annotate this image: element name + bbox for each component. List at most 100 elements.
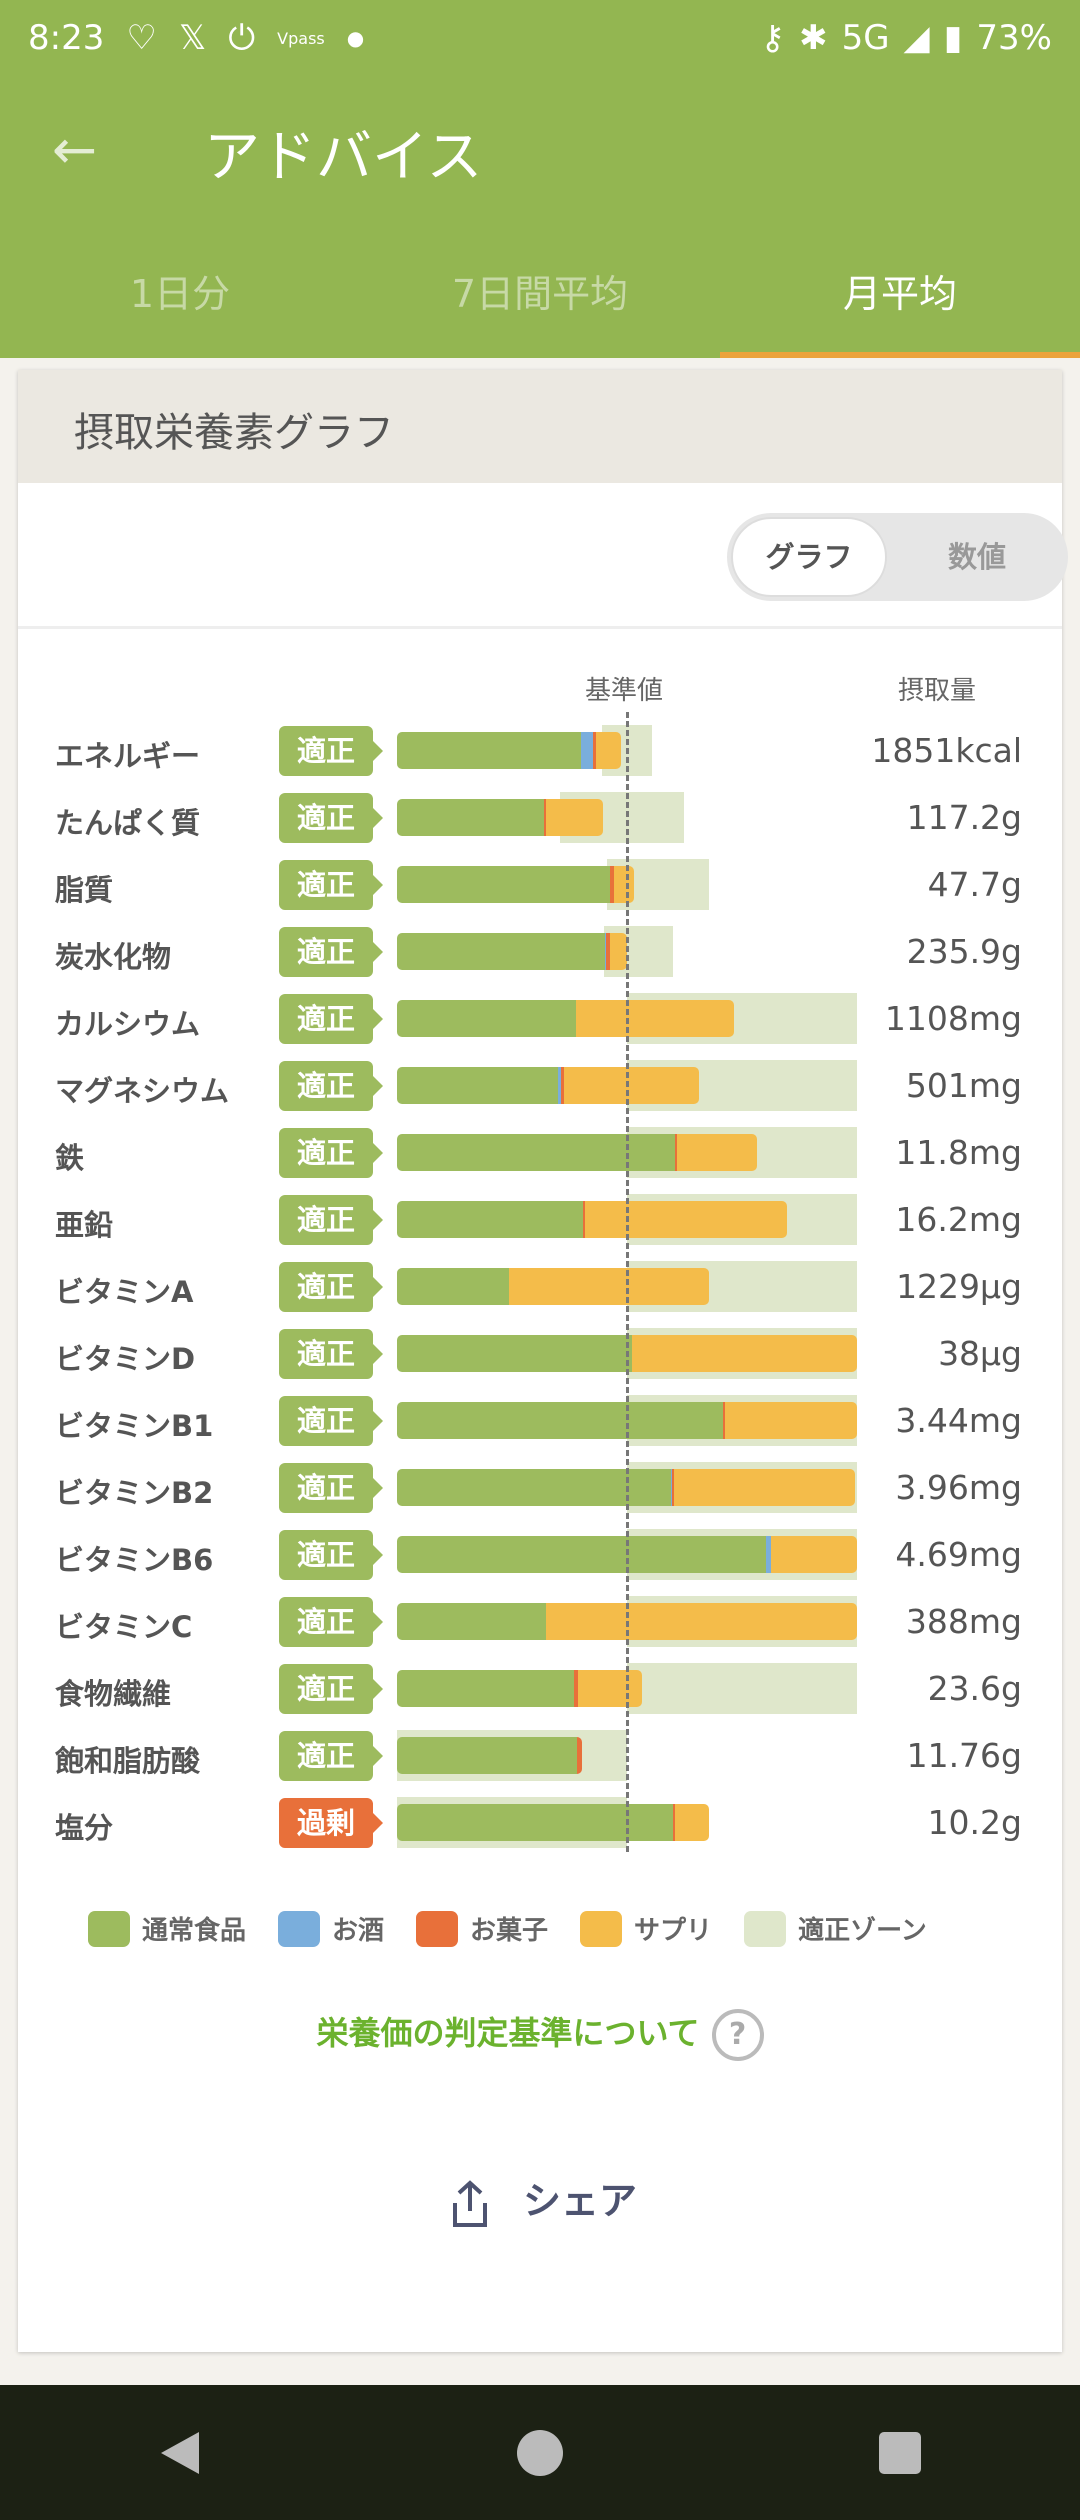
nav-home-icon[interactable] <box>515 2428 565 2478</box>
segment-normal-food <box>397 933 605 970</box>
segment-snacks <box>673 1804 676 1841</box>
status-badge: 適正 <box>279 860 383 910</box>
nutrient-row: 炭水化物 適正 235.9g <box>18 918 1062 985</box>
segment-alcohol <box>557 1067 562 1104</box>
segment-supplement <box>584 1201 787 1238</box>
nutrient-name: 塩分 <box>55 1811 114 1845</box>
bar-track <box>397 784 857 851</box>
nutrient-row: カルシウム 適正 1108mg <box>18 985 1062 1052</box>
legend: 通常食品 お酒 お菓子 サプリ 適正ゾーン <box>88 1910 927 1947</box>
bar-track <box>397 1521 857 1588</box>
nutrient-name: エネルギー <box>55 739 201 773</box>
amount-header: 摂取量 <box>898 676 977 706</box>
bar-track <box>397 1052 857 1119</box>
intake-amount: 10.2g <box>927 1803 1022 1842</box>
status-badge: 適正 <box>279 1530 383 1580</box>
nutrient-row: たんぱく質 適正 117.2g <box>18 784 1062 851</box>
intake-bar <box>397 1536 857 1573</box>
power-icon: ⏻ <box>228 18 256 58</box>
toggle-graph[interactable]: グラフ <box>731 517 887 597</box>
tab-monthly-average[interactable]: 月平均 <box>720 262 1080 358</box>
segment-snacks <box>609 866 614 903</box>
nutrient-name: ビタミンA <box>55 1275 194 1309</box>
bluetooth-icon: ✱ <box>799 18 828 58</box>
segment-normal-food <box>397 1201 584 1238</box>
nutrient-name: 炭水化物 <box>55 940 172 974</box>
share-button[interactable]: シェア <box>18 2170 1062 2231</box>
back-arrow-icon[interactable]: ← <box>52 118 98 181</box>
reference-label: 基準値 <box>585 676 664 706</box>
intake-bar <box>397 732 621 769</box>
nutrient-name: マグネシウム <box>55 1074 230 1108</box>
question-circle-icon[interactable]: ? <box>711 2009 764 2061</box>
battery-icon: ▮ <box>943 18 963 58</box>
bar-track <box>397 1253 857 1320</box>
nav-recents-icon[interactable] <box>875 2428 925 2478</box>
intake-bar <box>397 1737 582 1774</box>
nav-back-icon[interactable] <box>155 2428 205 2478</box>
segment-normal-food <box>397 1804 674 1841</box>
reference-line <box>626 712 629 1852</box>
status-badge: 適正 <box>279 1329 383 1379</box>
segment-supplement <box>609 933 628 970</box>
segment-snacks <box>543 799 546 836</box>
intake-amount: 23.6g <box>927 1669 1022 1708</box>
segment-snacks <box>593 732 596 769</box>
segment-alcohol <box>765 1536 771 1573</box>
nutrient-row: エネルギー 適正 1851kcal <box>18 717 1062 784</box>
intake-bar <box>397 1201 787 1238</box>
share-icon <box>452 2179 487 2227</box>
view-toggle[interactable]: グラフ 数値 <box>727 513 1068 601</box>
segment-supplement <box>546 1603 857 1640</box>
nutrient-name: 脂質 <box>55 873 114 907</box>
legend-alcohol: お酒 <box>278 1910 384 1947</box>
segment-snacks <box>574 1670 578 1707</box>
status-badge: 適正 <box>279 1731 383 1781</box>
nutrient-name: ビタミンD <box>55 1342 196 1376</box>
signal-icon: ◢ <box>903 18 930 58</box>
network-type: 5G <box>841 18 890 58</box>
nutrient-row: 塩分 過剰 10.2g <box>18 1789 1062 1856</box>
segment-supplement <box>575 1000 734 1037</box>
segment-supplement <box>578 1670 642 1707</box>
status-badge: 適正 <box>279 1463 383 1513</box>
segment-snacks <box>672 1469 674 1506</box>
segment-normal-food <box>397 1536 766 1573</box>
intake-amount: 11.76g <box>906 1736 1022 1775</box>
segment-normal-food <box>397 1134 676 1171</box>
segment-supplement <box>545 799 603 836</box>
intake-amount: 4.69mg <box>895 1535 1022 1574</box>
toggle-numbers[interactable]: 数値 <box>947 540 1006 574</box>
segment-supplement <box>613 866 634 903</box>
bar-track <box>397 1655 857 1722</box>
system-nav-bar <box>0 2385 1080 2520</box>
nutrient-row: ビタミンB1 適正 3.44mg <box>18 1387 1062 1454</box>
segment-normal-food <box>397 1402 724 1439</box>
intake-amount: 1851kcal <box>871 731 1022 770</box>
card-title: 摂取栄養素グラフ <box>18 370 1062 483</box>
segment-supplement <box>676 1134 757 1171</box>
bar-track <box>397 1119 857 1186</box>
share-label: シェア <box>522 2179 637 2223</box>
criteria-link[interactable]: 栄養価の判定基準について? <box>18 2008 1062 2061</box>
segment-snacks <box>606 933 610 970</box>
segment-normal-food <box>397 1670 575 1707</box>
legend-proper-zone: 適正ゾーン <box>744 1910 927 1947</box>
tab-7day-average[interactable]: 7日間平均 <box>451 272 629 316</box>
intake-bar <box>397 933 628 970</box>
segment-supplement <box>595 732 621 769</box>
tab-daily[interactable]: 1日分 <box>129 272 231 316</box>
proper-zone <box>627 1663 857 1714</box>
nutrient-row: 鉄 適正 11.8mg <box>18 1119 1062 1186</box>
criteria-link-label[interactable]: 栄養価の判定基準について <box>316 2014 700 2052</box>
intake-bar <box>397 866 634 903</box>
status-badge: 適正 <box>279 1262 383 1312</box>
intake-bar <box>397 1402 857 1439</box>
intake-bar <box>397 1268 710 1305</box>
segment-normal-food <box>397 799 544 836</box>
intake-bar <box>397 1134 757 1171</box>
status-badge: 適正 <box>279 1664 383 1714</box>
status-badge: 適正 <box>279 1396 383 1446</box>
bar-track <box>397 918 857 985</box>
status-bar: 8:23 ♡ 𝕏 ⏻ Vpass ● ⚷ ✱ 5G ◢ ▮ 73% <box>28 14 1052 62</box>
